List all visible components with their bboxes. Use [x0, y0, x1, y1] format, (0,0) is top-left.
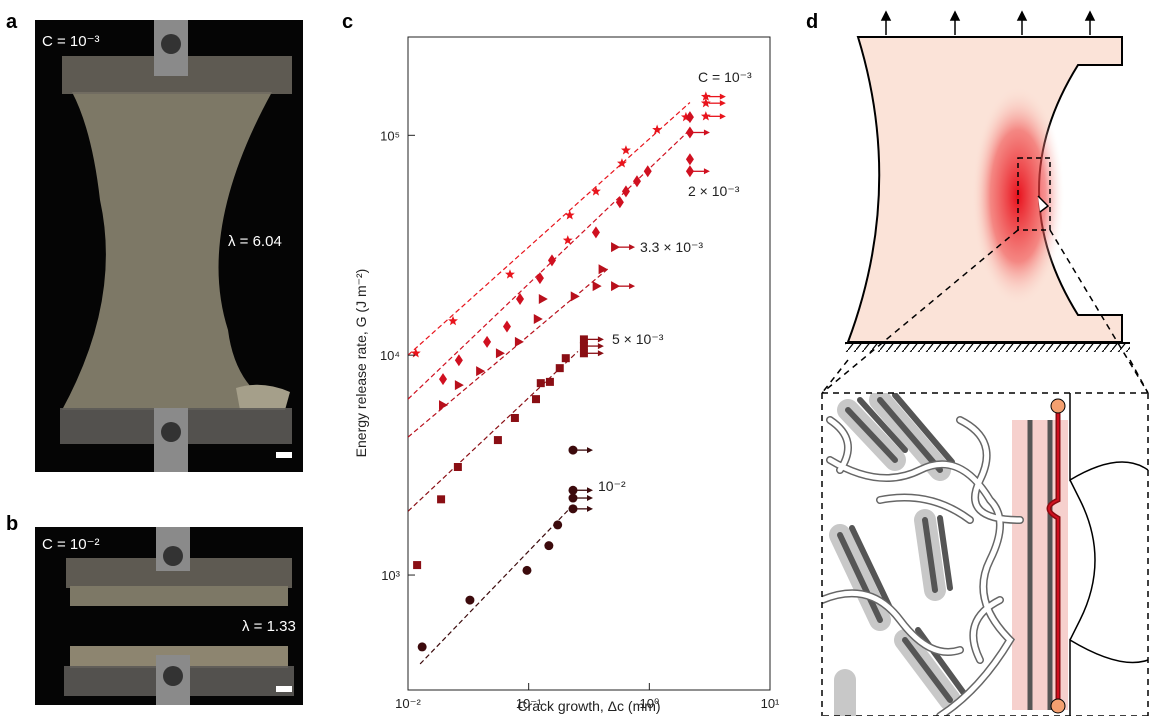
y-tick-label: 10³	[381, 568, 400, 583]
runout-arrow	[598, 350, 604, 356]
y-axis-label: Energy release rate, G (J m⁻²)	[353, 269, 369, 458]
marker	[616, 196, 624, 208]
photo-b	[35, 527, 303, 705]
panel-letter: c	[342, 11, 353, 33]
marker	[556, 364, 564, 372]
plot-area	[408, 91, 726, 664]
marker	[437, 495, 445, 503]
marker	[686, 165, 694, 177]
marker	[592, 226, 600, 238]
photo-label: C = 10⁻²	[42, 536, 100, 553]
marker	[536, 272, 544, 284]
marker	[516, 293, 524, 305]
runout-arrow	[704, 129, 710, 135]
series-label: 3.3 × 10⁻³	[640, 239, 703, 255]
marker	[505, 269, 515, 278]
series-label: 10⁻²	[598, 478, 626, 494]
marker	[522, 566, 531, 575]
diagram	[822, 12, 1148, 716]
marker	[534, 314, 543, 324]
runout-arrow	[587, 447, 593, 453]
runout-arrow	[598, 343, 604, 349]
marker	[565, 210, 575, 219]
marker	[580, 342, 588, 350]
figure: a C = 10⁻³ λ = 6.04 b C = 10⁻² λ = 1.33 …	[0, 0, 1165, 716]
marker	[439, 373, 447, 385]
fit-line	[408, 267, 610, 437]
marker	[455, 354, 463, 366]
marker	[580, 349, 588, 357]
marker	[686, 126, 694, 138]
panel-letter: d	[806, 11, 818, 33]
marker	[455, 380, 464, 390]
y-tick-label: 10⁴	[380, 348, 400, 363]
marker	[503, 321, 511, 333]
marker	[546, 378, 554, 386]
runout-arrow	[587, 495, 593, 501]
runout-arrow	[587, 487, 593, 493]
fit-line	[408, 103, 690, 356]
runout-arrow	[720, 100, 726, 106]
marker	[644, 165, 652, 177]
marker	[599, 264, 608, 274]
panel-letter: a	[6, 11, 18, 33]
marker	[532, 395, 540, 403]
y-tick-label: 10⁵	[380, 128, 400, 143]
marker	[511, 414, 519, 422]
marker	[411, 348, 421, 357]
x-tick-label: 10⁻²	[395, 696, 421, 711]
marker	[652, 125, 662, 134]
marker	[476, 366, 485, 376]
marker	[553, 520, 562, 529]
series-label: 5 × 10⁻³	[612, 331, 664, 347]
x-tick-label: 10¹	[761, 696, 780, 711]
marker	[591, 186, 601, 195]
marker	[537, 379, 545, 387]
marker	[686, 111, 694, 123]
marker	[413, 561, 421, 569]
series-label: 2 × 10⁻³	[688, 183, 740, 199]
runout-arrow	[598, 336, 604, 342]
marker	[483, 336, 491, 348]
runout-arrow	[629, 283, 635, 289]
plot-frame	[408, 37, 770, 690]
marker	[465, 596, 474, 605]
marker	[622, 185, 630, 197]
marker	[539, 294, 548, 304]
x-tick-label: 10⁰	[639, 696, 659, 711]
marker	[454, 463, 462, 471]
runout-arrow	[587, 506, 593, 512]
marker	[562, 354, 570, 362]
marker	[418, 642, 427, 651]
photo-label: C = 10⁻³	[42, 33, 100, 50]
marker	[544, 541, 553, 550]
marker	[439, 400, 448, 410]
marker	[593, 281, 602, 291]
panel-letter: b	[6, 513, 18, 535]
marker	[515, 337, 524, 347]
marker	[686, 153, 694, 165]
fit-line	[420, 504, 574, 664]
marker	[621, 145, 631, 154]
photo-label: λ = 1.33	[242, 618, 296, 635]
photo-label: λ = 6.04	[228, 233, 282, 250]
runout-arrow	[629, 244, 635, 250]
runout-arrow	[720, 94, 726, 100]
runout-arrow	[704, 168, 710, 174]
series-label: C = 10⁻³	[698, 69, 752, 85]
runout-arrow	[720, 113, 726, 119]
marker	[494, 436, 502, 444]
x-tick-label: 10⁻¹	[516, 696, 542, 711]
marker	[571, 291, 580, 301]
